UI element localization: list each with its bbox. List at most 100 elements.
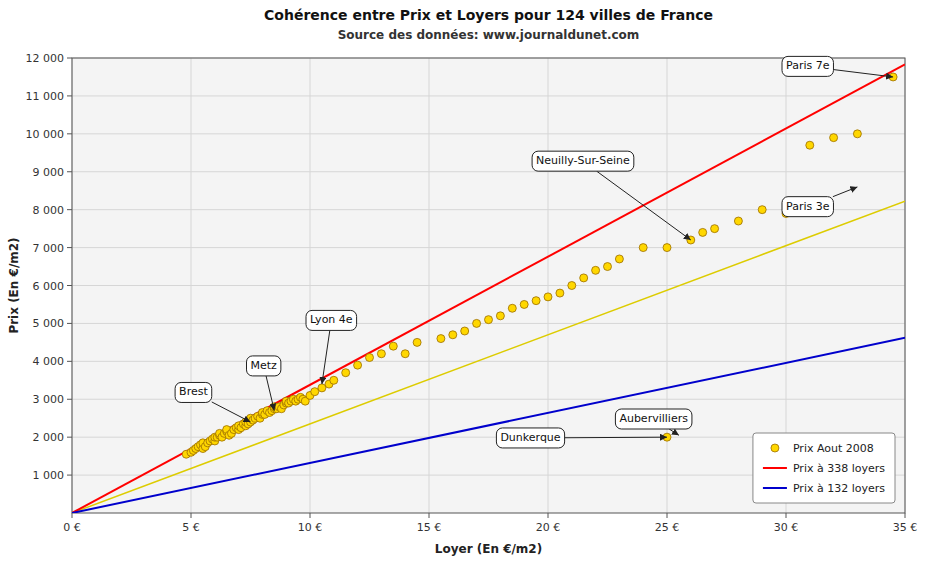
scatter-point [311, 388, 319, 396]
scatter-point [401, 350, 409, 358]
tick-x [191, 513, 192, 518]
tick-label-x: 0 € [63, 521, 81, 534]
tick-y [67, 209, 72, 210]
annotation-text: Aubervilliers [619, 412, 688, 425]
scatter-point [496, 312, 504, 320]
tick-label-y: 3 000 [33, 393, 65, 406]
plot-frame [72, 58, 905, 513]
tick-label-y: 4 000 [33, 355, 65, 368]
annotation: Paris 3e [782, 187, 857, 217]
annotation-arrow [266, 376, 274, 411]
grid-line-y [72, 95, 905, 96]
tick-y [67, 133, 72, 134]
scatter-point [615, 255, 623, 263]
tick-x [786, 513, 787, 518]
annotation-text: Brest [179, 385, 208, 398]
scatter-point [461, 327, 469, 335]
legend-symbol [763, 467, 787, 469]
axes: 0 €5 €10 €15 €20 €25 €30 €35 €1 0002 000… [26, 52, 918, 534]
tick-x [72, 513, 73, 518]
grid-line-y [72, 209, 905, 210]
scatter-point [806, 141, 814, 149]
tick-label-y: 6 000 [33, 280, 65, 293]
scatter-point [437, 335, 445, 343]
tick-label-x: 25 € [655, 521, 680, 534]
tick-label-y: 12 000 [26, 52, 65, 65]
tick-x [667, 513, 668, 518]
scatter-point [544, 293, 552, 301]
scatter-point [639, 244, 647, 252]
tick-y [67, 475, 72, 476]
scatter-point [532, 297, 540, 305]
annotation-arrow [322, 330, 330, 384]
scatter-point [330, 376, 338, 384]
scatter-point [449, 331, 457, 339]
annotation: Metz [247, 356, 281, 411]
annotation-box [782, 197, 833, 217]
legend-symbol [763, 487, 787, 489]
tick-y [67, 58, 72, 59]
annotation: Lyon 4e [306, 310, 357, 384]
subtitle: Source des données: www.journaldunet.com [338, 28, 640, 42]
scatter-point [758, 206, 766, 214]
annotation-box [615, 409, 692, 429]
annotation-arrow [833, 187, 858, 197]
tick-label-x: 35 € [893, 521, 918, 534]
tick-x [905, 513, 906, 518]
tick-label-x: 15 € [417, 521, 442, 534]
tick-label-y: 8 000 [33, 204, 65, 217]
legend-label: Prix à 338 loyers [793, 462, 885, 475]
tick-x [548, 513, 549, 518]
tick-label-y: 10 000 [26, 128, 65, 141]
tick-label-y: 11 000 [26, 90, 65, 103]
y-axis-label: Prix (En €/m2) [7, 237, 21, 333]
scatter-point [734, 217, 742, 225]
annotation-arrow [833, 70, 893, 77]
grid [72, 58, 905, 513]
annotation: Aubervilliers [615, 409, 692, 435]
grid-line-y [72, 361, 905, 362]
scatter-point [389, 342, 397, 350]
grid-line-y [72, 171, 905, 172]
annotation-box [782, 56, 833, 76]
line-series [72, 338, 905, 513]
tick-x [429, 513, 430, 518]
tick-y [67, 399, 72, 400]
annotation: Brest [175, 382, 250, 422]
annotation-text: Paris 3e [786, 200, 830, 213]
annotations: Paris 7e Neuilly-Sur-Seine Paris 3e Lyon 4e… [175, 56, 893, 448]
annotation-text: Dunkerque [500, 431, 560, 444]
annotation-text: Lyon 4e [310, 313, 353, 326]
chart: 0 €5 €10 €15 €20 €25 €30 €35 €1 0002 000… [0, 0, 927, 565]
scatter-point [354, 361, 362, 369]
scatter-point [413, 338, 421, 346]
annotation-box [496, 428, 564, 448]
data-marks [72, 64, 905, 513]
tick-y [67, 95, 72, 96]
scatter-point [853, 130, 861, 138]
tick-label-y: 9 000 [33, 166, 65, 179]
annotation: Dunkerque [496, 428, 667, 448]
annotation-arrow [669, 429, 679, 435]
annotation-box [175, 382, 212, 402]
scatter-point [604, 263, 612, 271]
legend-symbol [771, 444, 779, 452]
annotation-arrow [212, 402, 251, 422]
scatter-point [699, 228, 707, 236]
scatter-point [711, 225, 719, 233]
legend-label: Prix à 132 loyers [793, 482, 885, 495]
annotation-box [532, 151, 634, 171]
annotation: Neuilly-Sur-Seine [532, 151, 691, 240]
title: Cohérence entre Prix et Loyers pour 124 … [264, 7, 713, 23]
scatter-point [663, 244, 671, 252]
legend-label: Prix Aout 2008 [793, 442, 874, 455]
line-series [72, 64, 905, 513]
annotation-box [247, 356, 281, 376]
annotation: Paris 7e [782, 56, 893, 77]
scatter-point [318, 384, 326, 392]
plot-background [72, 58, 905, 513]
scatter-point [508, 304, 516, 312]
tick-y [67, 171, 72, 172]
tick-label-x: 20 € [536, 521, 561, 534]
tick-label-y: 7 000 [33, 242, 65, 255]
